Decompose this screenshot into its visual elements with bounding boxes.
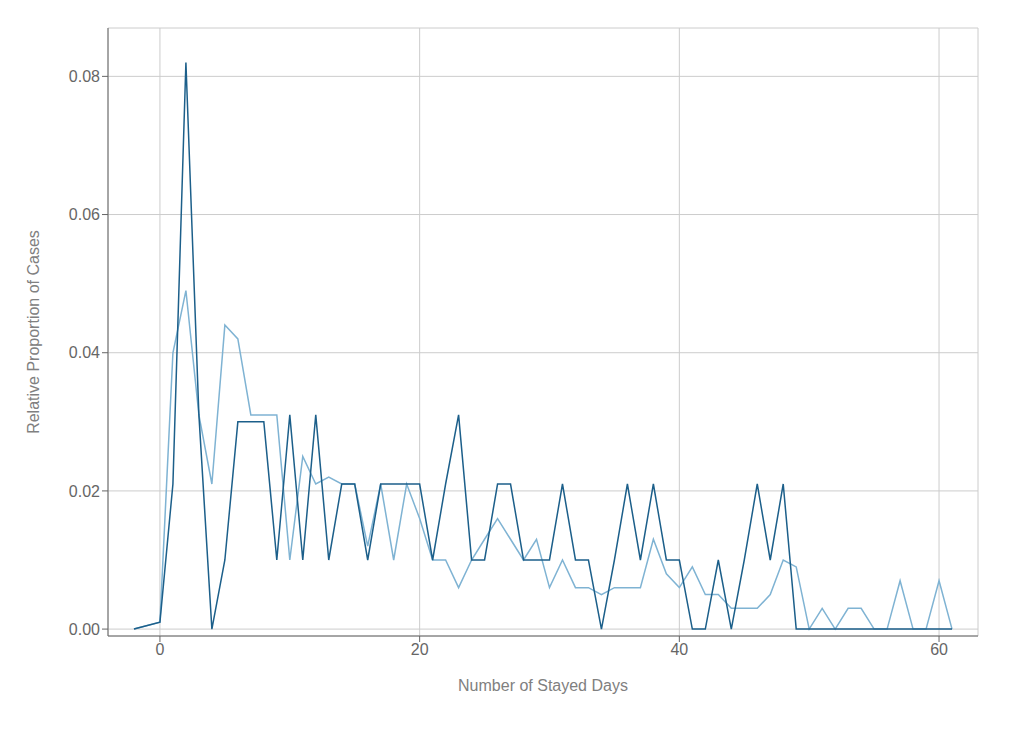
svg-text:0.04: 0.04 bbox=[69, 344, 100, 361]
svg-text:40: 40 bbox=[670, 641, 688, 658]
svg-text:Relative Proportion of Cases: Relative Proportion of Cases bbox=[25, 230, 42, 434]
svg-text:0.00: 0.00 bbox=[69, 621, 100, 638]
svg-text:0: 0 bbox=[155, 641, 164, 658]
svg-text:Number of Stayed Days: Number of Stayed Days bbox=[458, 677, 628, 694]
svg-text:0.08: 0.08 bbox=[69, 68, 100, 85]
svg-text:60: 60 bbox=[930, 641, 948, 658]
svg-text:0.06: 0.06 bbox=[69, 206, 100, 223]
svg-text:20: 20 bbox=[411, 641, 429, 658]
svg-text:0.02: 0.02 bbox=[69, 483, 100, 500]
